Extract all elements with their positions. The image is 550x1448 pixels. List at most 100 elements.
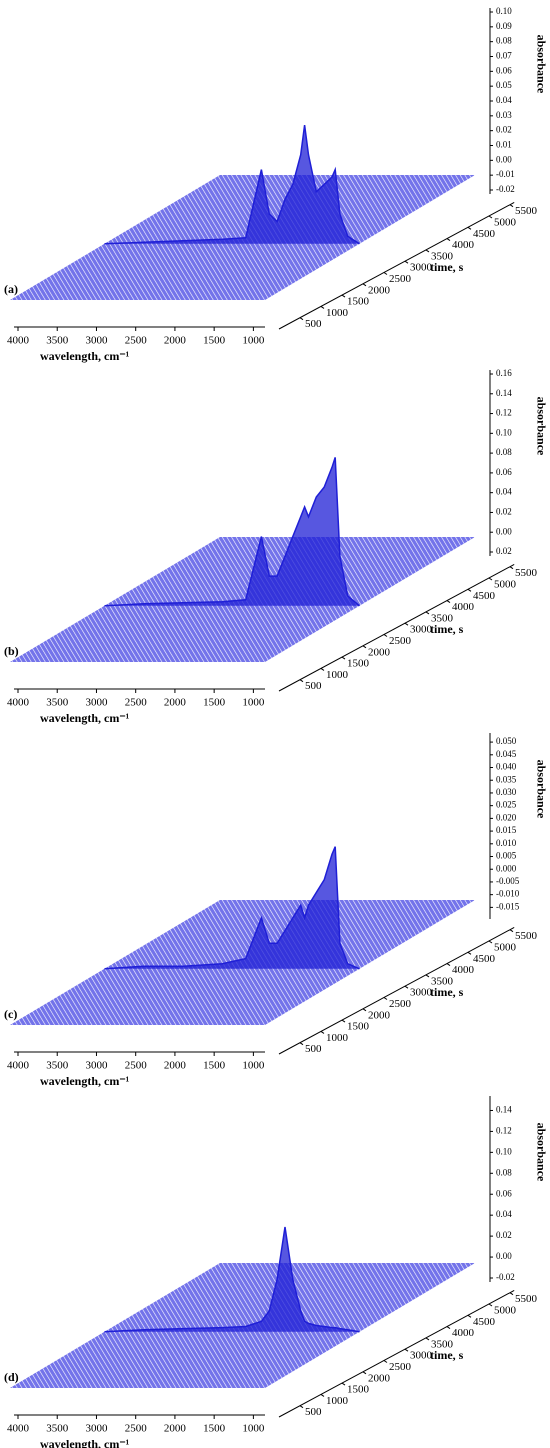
z-tick bbox=[467, 226, 472, 230]
z-tick-label: 2500 bbox=[389, 273, 412, 285]
y-tick-label: 0.09 bbox=[496, 21, 512, 31]
y-tick-label: 0.00 bbox=[496, 1251, 512, 1261]
z-tick bbox=[320, 305, 325, 309]
x-tick-label: 3500 bbox=[46, 1423, 69, 1435]
z-axis-label: time, s bbox=[430, 1348, 464, 1362]
x-tick-label: 3500 bbox=[46, 1060, 69, 1072]
z-tick-label: 4000 bbox=[452, 964, 475, 976]
z-tick bbox=[341, 294, 346, 298]
z-tick bbox=[341, 1382, 346, 1386]
z-tick bbox=[509, 204, 514, 208]
z-tick bbox=[446, 963, 451, 967]
y-tick-label: 0.010 bbox=[496, 838, 517, 848]
z-tick-label: 5000 bbox=[494, 579, 517, 591]
x-axis-label: wavelength, cm⁻¹ bbox=[40, 711, 130, 725]
y-axis-label: absorbance bbox=[534, 1123, 548, 1182]
y-tick-label: 0.08 bbox=[496, 447, 512, 457]
z-tick-label: 5000 bbox=[494, 217, 517, 229]
x-tick-label: 2500 bbox=[125, 335, 148, 347]
z-axis-label: time, s bbox=[430, 260, 464, 274]
y-tick-label: 0.06 bbox=[496, 1188, 512, 1198]
z-tick-label: 3500 bbox=[431, 1338, 454, 1350]
z-tick bbox=[362, 645, 367, 649]
z-tick bbox=[320, 1030, 325, 1034]
z-tick-label: 5000 bbox=[494, 1305, 517, 1317]
z-tick bbox=[341, 1019, 346, 1023]
y-tick-label: 0.040 bbox=[496, 762, 517, 772]
y-tick-label: -0.005 bbox=[496, 876, 520, 886]
y-tick-label: 0.04 bbox=[496, 487, 512, 497]
z-tick-label: 1500 bbox=[347, 1384, 370, 1396]
z-tick bbox=[446, 238, 451, 242]
z-tick bbox=[341, 656, 346, 660]
x-axis-label: wavelength, cm⁻¹ bbox=[40, 1437, 130, 1448]
z-tick-label: 5000 bbox=[494, 942, 517, 954]
spectrum-line bbox=[104, 125, 360, 245]
floor bbox=[10, 1263, 475, 1388]
x-tick-label: 1500 bbox=[203, 1060, 226, 1072]
panel-label: (a) bbox=[4, 282, 18, 296]
panel: 0.050 0.045 0.040 0.035 0.030 0.025 0.020 0.015… bbox=[4, 733, 548, 1088]
z-tick-label: 5500 bbox=[515, 930, 538, 942]
y-tick-label: 0.12 bbox=[496, 408, 512, 418]
z-tick bbox=[299, 1405, 304, 1409]
y-tick-label: 0.07 bbox=[496, 51, 512, 61]
z-tick-label: 2000 bbox=[368, 646, 391, 658]
z-tick bbox=[320, 1393, 325, 1397]
y-tick-label: 0.06 bbox=[496, 467, 512, 477]
x-tick-label: 3500 bbox=[46, 335, 69, 347]
z-tick-label: 4500 bbox=[473, 228, 496, 240]
y-tick-label: 0.14 bbox=[496, 1105, 512, 1115]
z-tick bbox=[362, 1008, 367, 1012]
y-axis-label: absorbance bbox=[534, 760, 548, 819]
y-tick-label: 0.01 bbox=[496, 140, 512, 150]
z-tick bbox=[488, 577, 493, 581]
y-tick-label: 0.10 bbox=[496, 6, 512, 16]
y-tick-label: 0.005 bbox=[496, 851, 517, 861]
z-tick bbox=[509, 929, 514, 933]
z-tick bbox=[299, 317, 304, 321]
y-axis-label: absorbance bbox=[534, 397, 548, 456]
y-tick-label: 0.05 bbox=[496, 80, 512, 90]
z-tick bbox=[488, 215, 493, 219]
y-tick-label: 0.04 bbox=[496, 1209, 512, 1219]
z-tick-label: 4000 bbox=[452, 239, 475, 251]
y-tick-label: 0.02 bbox=[496, 546, 512, 556]
panel-label: (c) bbox=[4, 1007, 17, 1021]
x-tick-label: 4000 bbox=[7, 1423, 30, 1435]
y-tick-label: 0.030 bbox=[496, 787, 517, 797]
x-tick-label: 2500 bbox=[125, 1423, 148, 1435]
spectrum-line bbox=[104, 846, 360, 970]
z-tick-label: 2000 bbox=[368, 1372, 391, 1384]
x-tick-label: 3000 bbox=[85, 335, 108, 347]
z-tick-label: 5500 bbox=[515, 1293, 538, 1305]
z-tick bbox=[383, 1360, 388, 1363]
y-tick-label: 0.02 bbox=[496, 125, 512, 135]
panel: 0.16 0.14 0.12 0.10 0.08 0.06 0.04 0.02 0.00 0.02… bbox=[4, 368, 548, 725]
z-tick-label: 5500 bbox=[515, 567, 538, 579]
z-axis bbox=[278, 201, 515, 330]
z-tick-label: 500 bbox=[305, 1406, 322, 1418]
z-tick bbox=[404, 622, 409, 626]
z-tick bbox=[509, 1292, 514, 1296]
z-tick-label: 2000 bbox=[368, 284, 391, 296]
z-tick-label: 3500 bbox=[431, 975, 454, 987]
x-tick-label: 2500 bbox=[125, 697, 148, 709]
z-tick-label: 1000 bbox=[326, 307, 349, 319]
y-tick-label: 0.050 bbox=[496, 736, 517, 746]
z-tick-label: 1000 bbox=[326, 669, 349, 681]
x-tick-label: 1500 bbox=[203, 1423, 226, 1435]
x-tick-label: 3000 bbox=[85, 1423, 108, 1435]
z-axis-label: time, s bbox=[430, 622, 464, 636]
z-tick bbox=[362, 1371, 367, 1375]
z-tick-label: 1500 bbox=[347, 658, 370, 670]
x-tick-label: 2000 bbox=[164, 1423, 187, 1435]
y-tick-label: 0.000 bbox=[496, 863, 517, 873]
spectrum-line bbox=[104, 457, 360, 607]
z-tick bbox=[404, 1348, 409, 1352]
y-tick-label: 0.035 bbox=[496, 774, 517, 784]
x-tick-label: 4000 bbox=[7, 335, 30, 347]
z-axis-label: time, s bbox=[430, 985, 464, 999]
z-tick bbox=[404, 260, 409, 264]
